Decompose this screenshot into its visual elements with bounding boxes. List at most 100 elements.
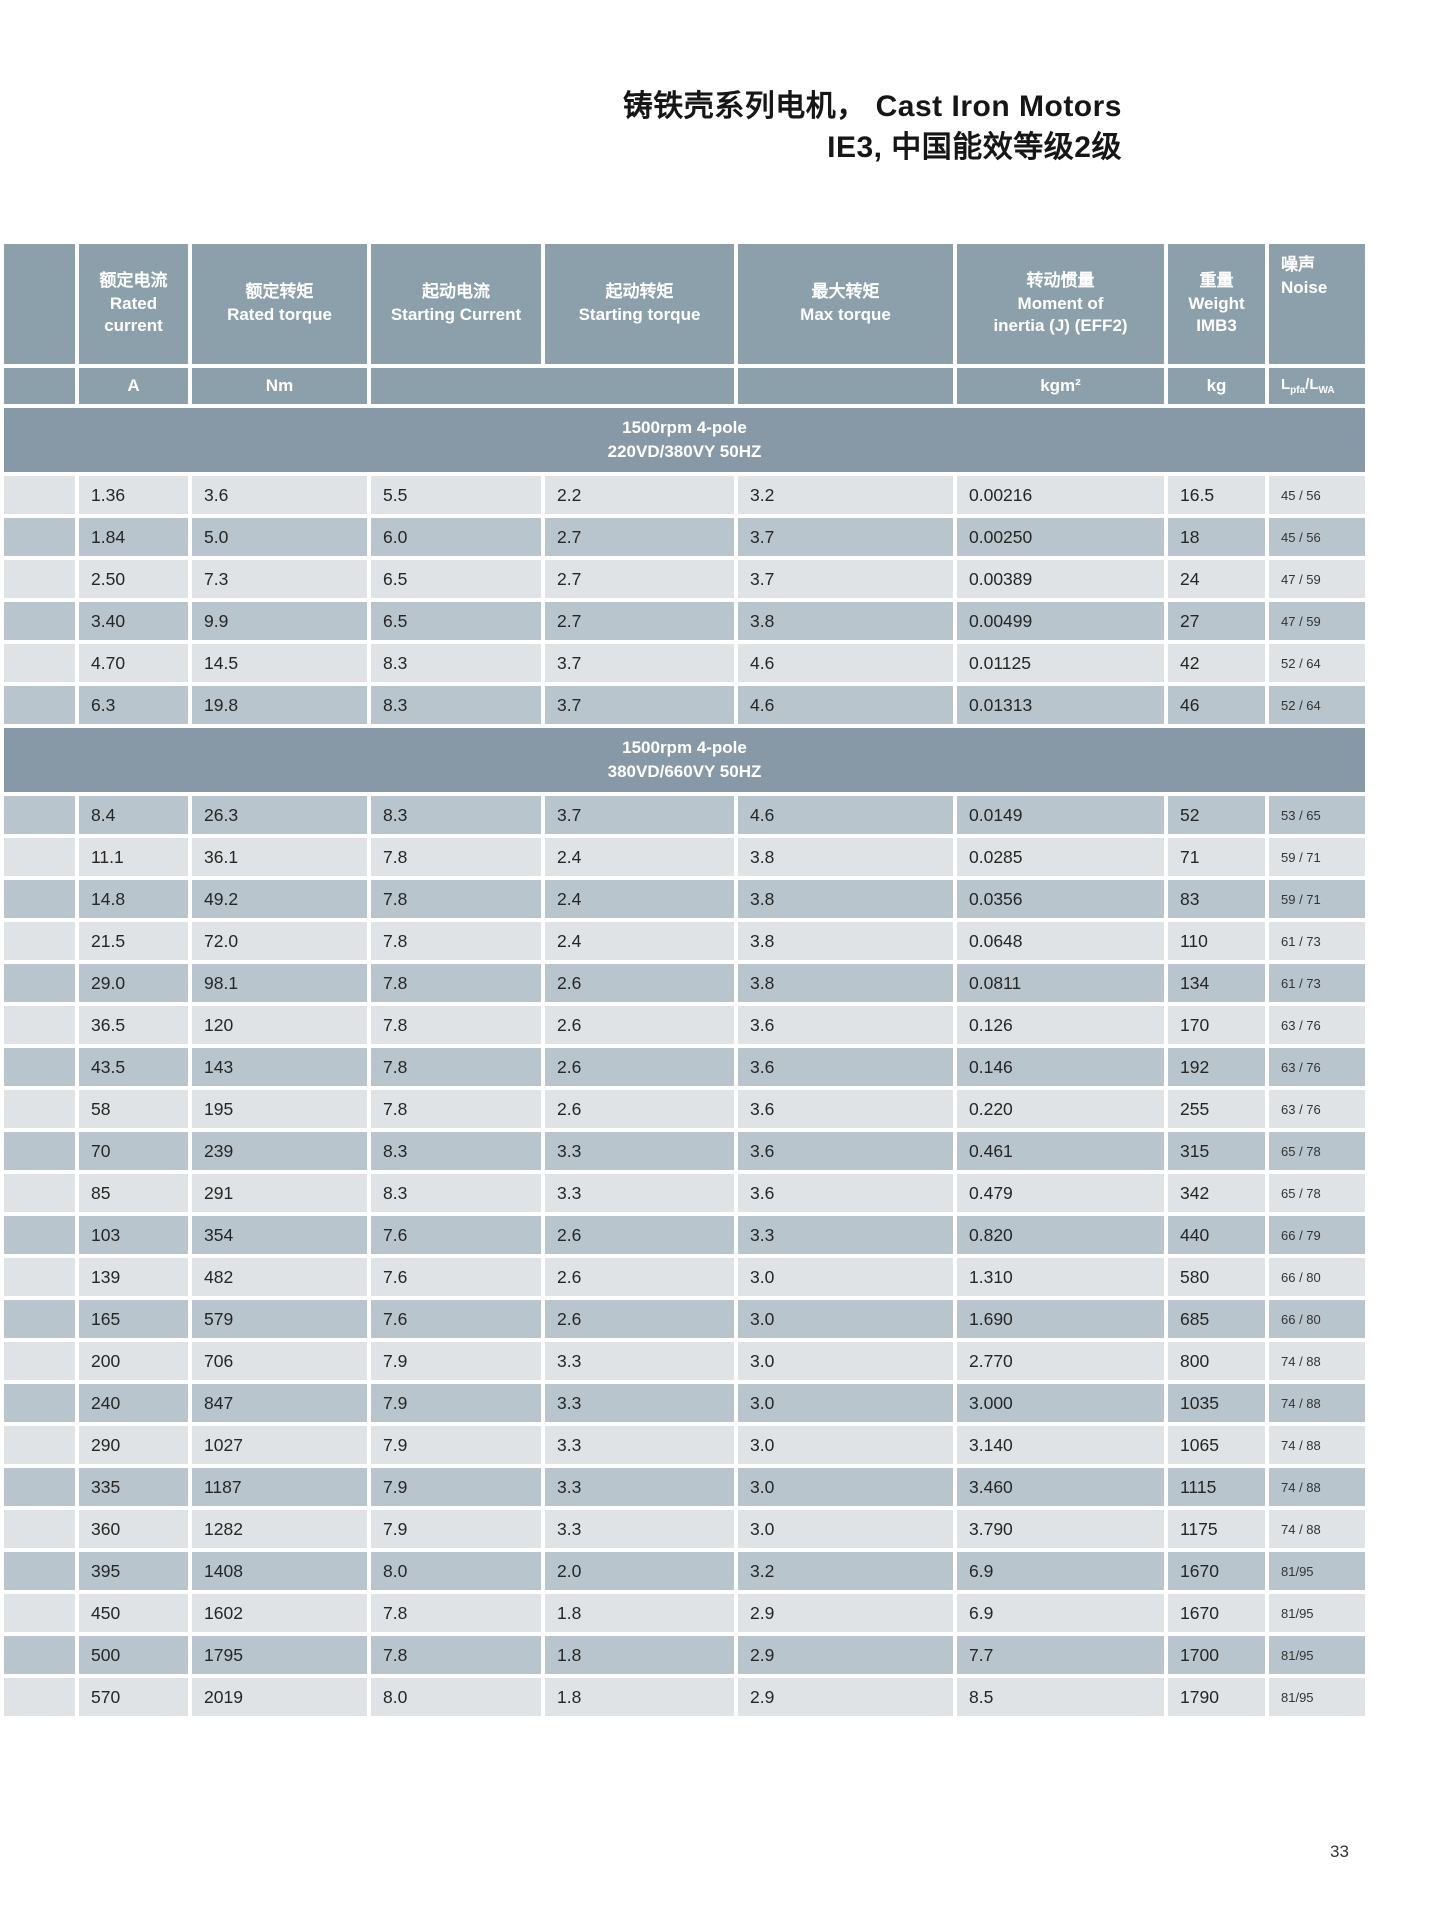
- cell-starting-torque: 1.8: [545, 1678, 734, 1716]
- col-header-max-torque: 最大转矩 Max torque: [738, 244, 953, 364]
- page-title-line2: IE3, 中国能效等级2级: [827, 131, 1122, 164]
- cell-max-torque: 2.9: [738, 1636, 953, 1674]
- table-row: 395 1408 8.0 2.0 3.2 6.9 1670 81/95: [4, 1552, 1365, 1590]
- cell-starting-torque: 3.7: [545, 686, 734, 724]
- page-title: 铸铁壳系列电机， Cast Iron Motors IE3, 中国能效等级2级: [0, 86, 1122, 168]
- cell-weight: 1115: [1168, 1468, 1265, 1506]
- cell-weight: 800: [1168, 1342, 1265, 1380]
- cell-moment-of-inertia: 2.770: [957, 1342, 1164, 1380]
- col-label-zh: 起动转矩: [605, 282, 674, 302]
- cell-starting-current: 7.8: [371, 1048, 541, 1086]
- cell-noise: 66 / 80: [1269, 1300, 1365, 1338]
- cell-starting-torque: 3.3: [545, 1132, 734, 1170]
- cell-starting-current: 7.9: [371, 1342, 541, 1380]
- cell-starting-current: 8.3: [371, 686, 541, 724]
- table-row: 165 579 7.6 2.6 3.0 1.690 685 66 / 80: [4, 1300, 1365, 1338]
- unit-rated-torque: Nm: [192, 368, 367, 404]
- col-label-zh: 起动电流: [422, 282, 490, 302]
- cell-starting-current: 7.8: [371, 1090, 541, 1128]
- section-band-row: 1500rpm 4-pole 380VD/660VY 50HZ: [4, 728, 1365, 792]
- cell-rated-torque: 354: [192, 1216, 367, 1254]
- cell-max-torque: 3.6: [738, 1048, 953, 1086]
- section-band-line1: 1500rpm 4-pole: [622, 738, 747, 757]
- noise-unit-sub: pfa: [1290, 385, 1306, 396]
- table-body: 1500rpm 4-pole 220VD/380VY 50HZ 1.36 3.6 5.5…: [4, 408, 1365, 1716]
- page-title-line1: 铸铁壳系列电机， Cast Iron Motors: [622, 90, 1122, 123]
- cell-blank: [4, 1426, 75, 1464]
- unit-max-torque: [738, 368, 953, 404]
- cell-max-torque: 3.7: [738, 560, 953, 598]
- cell-weight: 27: [1168, 602, 1265, 640]
- cell-weight: 1175: [1168, 1510, 1265, 1548]
- cell-rated-torque: 239: [192, 1132, 367, 1170]
- cell-noise: 61 / 73: [1269, 922, 1365, 960]
- cell-moment-of-inertia: 3.000: [957, 1384, 1164, 1422]
- cell-blank: [4, 1594, 75, 1632]
- cell-starting-current: 6.5: [371, 602, 541, 640]
- cell-noise: 53 / 65: [1269, 796, 1365, 834]
- noise-unit-base: /L: [1305, 376, 1319, 393]
- cell-blank: [4, 1552, 75, 1590]
- cell-starting-torque: 3.3: [545, 1342, 734, 1380]
- cell-weight: 1700: [1168, 1636, 1265, 1674]
- cell-max-torque: 3.0: [738, 1342, 953, 1380]
- section-band: 1500rpm 4-pole 380VD/660VY 50HZ: [4, 728, 1365, 792]
- cell-noise: 45 / 56: [1269, 518, 1365, 556]
- cell-blank: [4, 1678, 75, 1716]
- cell-moment-of-inertia: 0.126: [957, 1006, 1164, 1044]
- cell-rated-torque: 7.3: [192, 560, 367, 598]
- col-header-starting-current: 起动电流 Starting Current: [371, 244, 541, 364]
- noise-unit-sub: WA: [1318, 385, 1335, 396]
- cell-weight: 342: [1168, 1174, 1265, 1212]
- cell-rated-current: 1.84: [79, 518, 188, 556]
- unit-noise: Lpfa/LWA: [1269, 368, 1365, 404]
- table-row: 14.8 49.2 7.8 2.4 3.8 0.0356 83 59 / 71: [4, 880, 1365, 918]
- cell-noise: 61 / 73: [1269, 964, 1365, 1002]
- cell-max-torque: 3.0: [738, 1384, 953, 1422]
- cell-noise: 74 / 88: [1269, 1468, 1365, 1506]
- cell-starting-current: 7.9: [371, 1426, 541, 1464]
- cell-moment-of-inertia: 1.690: [957, 1300, 1164, 1338]
- cell-rated-torque: 847: [192, 1384, 367, 1422]
- table-row: 4.70 14.5 8.3 3.7 4.6 0.01125 42 52 / 64: [4, 644, 1365, 682]
- cell-rated-torque: 1187: [192, 1468, 367, 1506]
- cell-rated-torque: 98.1: [192, 964, 367, 1002]
- cell-rated-current: 103: [79, 1216, 188, 1254]
- cell-moment-of-inertia: 0.0149: [957, 796, 1164, 834]
- cell-rated-current: 8.4: [79, 796, 188, 834]
- cell-rated-torque: 143: [192, 1048, 367, 1086]
- cell-blank: [4, 518, 75, 556]
- unit-starting-merged: [371, 368, 734, 404]
- col-header-rated-torque: 额定转矩 Rated torque: [192, 244, 367, 364]
- cell-blank: [4, 1174, 75, 1212]
- cell-max-torque: 3.8: [738, 964, 953, 1002]
- cell-starting-current: 8.3: [371, 644, 541, 682]
- cell-starting-torque: 2.7: [545, 518, 734, 556]
- col-label-en: Weight IMB3: [1188, 293, 1245, 336]
- cell-noise: 74 / 88: [1269, 1510, 1365, 1548]
- cell-blank: [4, 1132, 75, 1170]
- cell-starting-current: 7.8: [371, 1594, 541, 1632]
- cell-noise: 81/95: [1269, 1636, 1365, 1674]
- cell-blank: [4, 922, 75, 960]
- cell-max-torque: 3.7: [738, 518, 953, 556]
- cell-weight: 1790: [1168, 1678, 1265, 1716]
- col-label-zh: 最大转矩: [811, 282, 880, 302]
- cell-moment-of-inertia: 6.9: [957, 1552, 1164, 1590]
- cell-noise: 74 / 88: [1269, 1342, 1365, 1380]
- cell-rated-current: 11.1: [79, 838, 188, 876]
- cell-rated-current: 450: [79, 1594, 188, 1632]
- cell-weight: 1035: [1168, 1384, 1265, 1422]
- cell-starting-current: 8.3: [371, 1132, 541, 1170]
- cell-blank: [4, 1048, 75, 1086]
- col-header-blank: [4, 244, 75, 364]
- section-band-line2: 220VD/380VY 50HZ: [607, 442, 762, 461]
- unit-blank: [4, 368, 75, 404]
- cell-weight: 46: [1168, 686, 1265, 724]
- motor-spec-table: 额定电流 Rated current 额定转矩 Rated torque 起动电…: [0, 240, 1369, 1720]
- table-row: 85 291 8.3 3.3 3.6 0.479 342 65 / 78: [4, 1174, 1365, 1212]
- table-row: 450 1602 7.8 1.8 2.9 6.9 1670 81/95: [4, 1594, 1365, 1632]
- cell-starting-torque: 2.6: [545, 1006, 734, 1044]
- cell-blank: [4, 964, 75, 1002]
- cell-starting-torque: 2.6: [545, 1258, 734, 1296]
